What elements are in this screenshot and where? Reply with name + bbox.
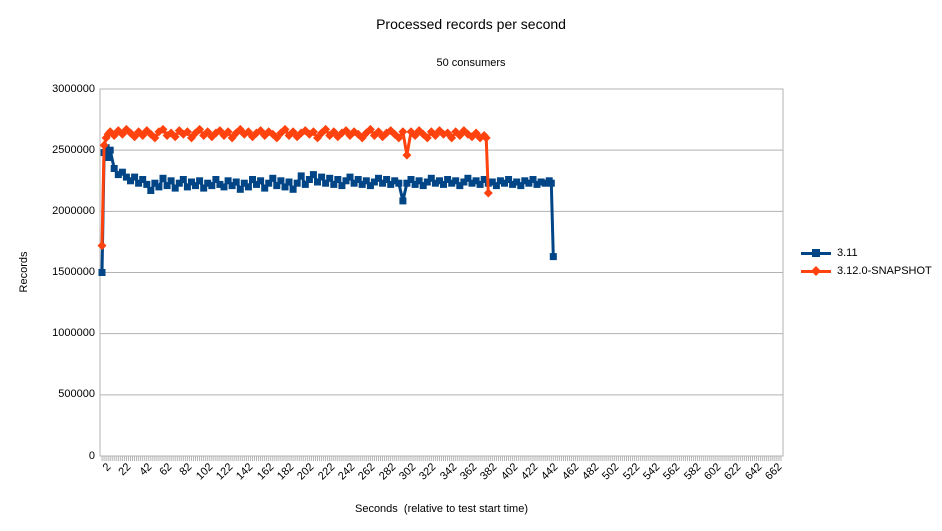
series-markers-3.12.0-SNAPSHOT — [97, 124, 493, 251]
series-line-3.11 — [100, 142, 555, 273]
legend-entry-3-11: 3.11 — [801, 244, 932, 262]
legend-label-series2: 3.12.0-SNAPSHOT — [837, 265, 932, 277]
y-tick-label-2500000: 2500000 — [52, 143, 95, 156]
legend-entry-3-12-0-snapshot: 3.12.0-SNAPSHOT — [801, 262, 932, 280]
chart-title: Processed records per second — [376, 16, 566, 32]
y-tick-label-1500000: 1500000 — [52, 266, 95, 278]
y-tick-label-500000: 500000 — [58, 388, 95, 401]
y-tick-label-1000000: 1000000 — [52, 327, 95, 340]
x-axis-minor-ticks — [101, 456, 782, 461]
legend-series2-marker-icon — [801, 266, 831, 276]
x-axis-title: Seconds (relative to test start time) — [354, 503, 528, 515]
y-tick-label-3000000: 3000000 — [52, 82, 95, 95]
chart-subtitle: 50 consumers — [436, 57, 506, 69]
legend: 3.11 3.12.0-SNAPSHOT — [801, 244, 932, 280]
series-markers-3.11 — [98, 144, 557, 276]
y-tick-label-2000000: 2000000 — [52, 204, 95, 217]
legend-label-series1: 3.11 — [837, 247, 858, 259]
y-tick-label-0: 0 — [88, 449, 95, 462]
legend-series1-marker-icon — [801, 248, 831, 258]
